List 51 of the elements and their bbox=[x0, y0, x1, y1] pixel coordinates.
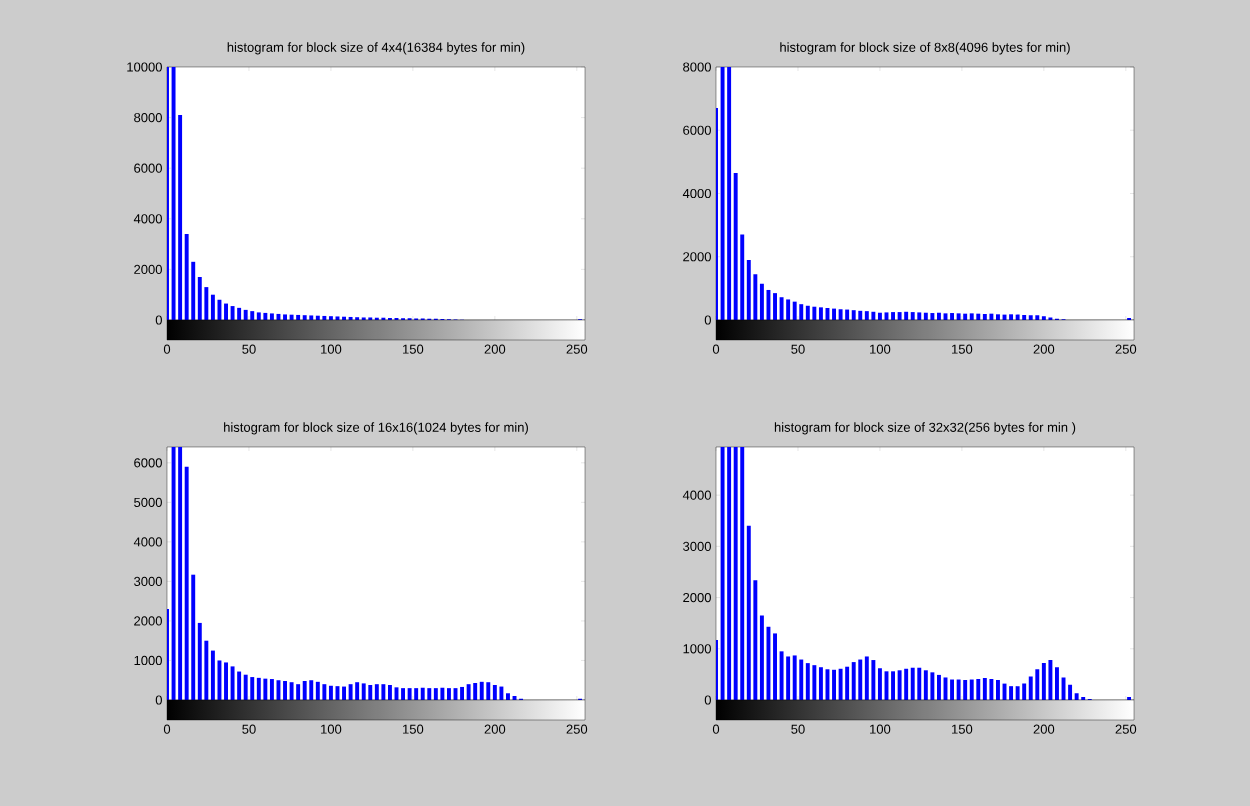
x-tick-label: 200 bbox=[484, 724, 506, 734]
x-tick-label: 100 bbox=[870, 344, 891, 354]
y-tick-label: 1000 bbox=[683, 644, 711, 654]
y-tick-label: 4000 bbox=[682, 490, 711, 500]
chart-title: histogram for block size of 8x8(4096 bytes for min) bbox=[780, 42, 1070, 55]
y-tick-label: 6000 bbox=[134, 458, 162, 468]
y-tick-label: 2000 bbox=[683, 592, 711, 603]
y-tick-label: 2000 bbox=[134, 264, 162, 274]
x-tick-label: 150 bbox=[403, 344, 424, 354]
y-tick-label: 8000 bbox=[683, 62, 711, 72]
y-tick-label: 0 bbox=[704, 695, 711, 705]
x-tick-label: 150 bbox=[952, 724, 973, 734]
y-tick-label: 0 bbox=[704, 315, 711, 325]
x-tick-label: 100 bbox=[321, 724, 342, 734]
y-tick-label: 4000 bbox=[682, 188, 711, 199]
x-tick-label: 50 bbox=[242, 344, 256, 354]
chart-title: histogram for block size of 16x16(1024 bytes for min) bbox=[224, 422, 528, 435]
y-tick-label: 0 bbox=[155, 315, 162, 325]
x-tick-label: 200 bbox=[484, 344, 506, 354]
x-tick-label: 0 bbox=[163, 344, 171, 354]
x-tick-label: 250 bbox=[1115, 344, 1137, 354]
y-tick-label: 4000 bbox=[133, 214, 162, 224]
y-tick-label: 10000 bbox=[127, 62, 162, 72]
y-tick-label: 6000 bbox=[683, 125, 711, 135]
y-tick-label: 8000 bbox=[134, 112, 162, 123]
x-tick-label: 150 bbox=[403, 724, 424, 734]
y-tick-label: 2000 bbox=[683, 252, 711, 262]
y-tick-label: 4000 bbox=[133, 537, 162, 547]
y-tick-label: 0 bbox=[155, 695, 162, 705]
y-tick-label: 1000 bbox=[134, 655, 162, 666]
chart-title: histogram for block size of 4x4(16384 bytes for min) bbox=[227, 42, 525, 55]
x-tick-label: 50 bbox=[791, 344, 805, 354]
x-tick-label: 100 bbox=[870, 724, 891, 734]
chart-title: histogram for block size of 32x32(256 bytes for min ) bbox=[774, 422, 1076, 435]
x-tick-label: 50 bbox=[791, 724, 805, 734]
x-tick-label: 200 bbox=[1033, 724, 1055, 734]
y-tick-label: 2000 bbox=[134, 616, 162, 626]
x-tick-label: 0 bbox=[163, 724, 171, 734]
x-tick-label: 250 bbox=[566, 344, 588, 354]
x-tick-label: 0 bbox=[712, 344, 720, 354]
y-tick-label: 3000 bbox=[134, 576, 162, 587]
y-tick-label: 3000 bbox=[683, 541, 711, 551]
x-tick-label: 100 bbox=[321, 344, 342, 354]
x-tick-label: 150 bbox=[952, 344, 973, 354]
x-tick-label: 200 bbox=[1033, 344, 1055, 354]
y-tick-label: 6000 bbox=[134, 163, 162, 173]
x-tick-label: 250 bbox=[1115, 724, 1137, 734]
x-tick-label: 250 bbox=[566, 724, 588, 734]
x-tick-label: 0 bbox=[712, 724, 720, 734]
y-tick-label: 5000 bbox=[134, 497, 162, 507]
x-tick-label: 50 bbox=[242, 724, 256, 734]
